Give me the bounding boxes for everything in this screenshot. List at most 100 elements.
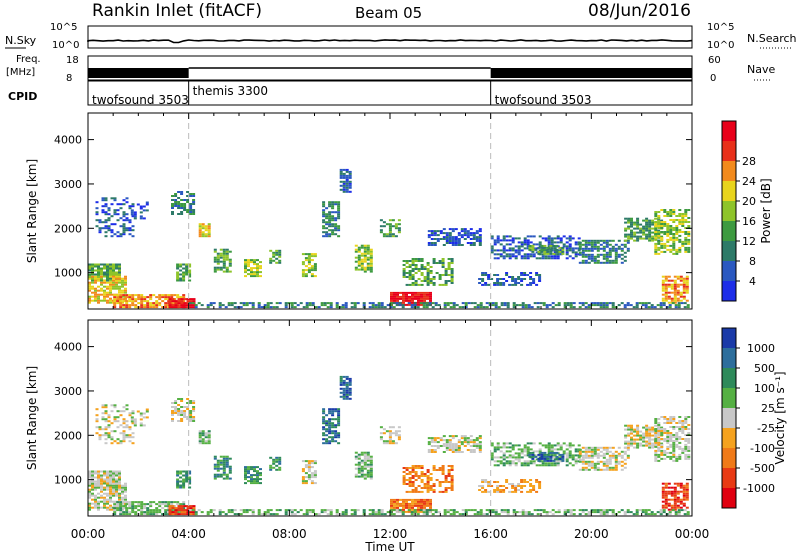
velocity-cell: [505, 487, 509, 489]
power-cell: [593, 259, 597, 262]
velocity-cell: [405, 473, 409, 475]
power-cell: [667, 295, 671, 298]
power-cell: [555, 250, 559, 253]
velocity-cell: [186, 505, 190, 508]
velocity-cell: [125, 513, 129, 516]
velocity-cell: [88, 492, 91, 495]
velocity-cell: [426, 490, 430, 493]
velocity-cell: [423, 506, 426, 509]
velocity-cell: [331, 438, 335, 441]
velocity-cell: [587, 468, 591, 471]
velocity-cell: [553, 448, 557, 451]
power-cell: [339, 184, 343, 187]
power-cell: [188, 263, 192, 266]
velocity-cell: [657, 424, 661, 426]
power-cell: [542, 304, 546, 307]
velocity-cell: [110, 404, 114, 407]
power-cell: [657, 236, 661, 239]
power-cell: [599, 243, 603, 246]
velocity-cell: [672, 426, 676, 428]
velocity-cell: [366, 463, 370, 466]
velocity-cell: [94, 470, 97, 473]
power-cell: [654, 229, 658, 231]
power-cell: [342, 188, 346, 191]
power-cell: [112, 275, 115, 278]
velocity-cell: [115, 484, 118, 487]
power-cell: [417, 278, 421, 280]
power-cell: [670, 299, 674, 302]
power-cell: [253, 273, 256, 276]
power-cell: [230, 302, 234, 305]
velocity-cell: [186, 402, 190, 404]
power-cell: [520, 249, 524, 252]
power-cell: [562, 245, 566, 248]
power-cell: [481, 278, 485, 280]
power-cell: [171, 199, 174, 201]
power-cell: [466, 236, 470, 239]
power-cell: [206, 306, 210, 309]
power-cell: [636, 225, 640, 228]
power-cell: [614, 253, 618, 256]
velocity-cell: [517, 460, 521, 463]
power-cell: [304, 275, 308, 278]
velocity-cell: [222, 467, 226, 470]
velocity-cell: [337, 432, 341, 435]
power-cell: [645, 227, 649, 230]
power-cell: [338, 306, 342, 309]
velocity-cell: [348, 383, 352, 386]
power-cell: [402, 276, 406, 278]
power-cell: [395, 302, 399, 305]
power-cell: [523, 255, 527, 258]
velocity-cell: [397, 438, 401, 441]
velocity-cell: [657, 434, 661, 436]
power-cell: [390, 297, 393, 300]
power-cell: [502, 247, 506, 250]
velocity-cell: [671, 509, 675, 512]
velocity-cell: [331, 418, 335, 421]
velocity-cell: [657, 453, 661, 456]
velocity-cell: [104, 428, 108, 431]
power-cell: [446, 304, 450, 307]
velocity-cell: [103, 478, 106, 481]
velocity-cell: [158, 503, 162, 506]
power-cell: [382, 235, 386, 238]
velocity-cell: [328, 422, 332, 425]
power-cell: [339, 180, 343, 183]
power-cell: [620, 302, 624, 305]
velocity-cell: [411, 490, 415, 493]
power-cell: [130, 209, 134, 212]
power-cell: [626, 302, 630, 305]
power-cell: [663, 231, 667, 233]
power-cell: [685, 285, 689, 288]
power-cell: [657, 227, 661, 229]
velocity-cell: [393, 504, 396, 507]
velocity-cell: [535, 454, 539, 457]
power-cell: [91, 273, 94, 276]
velocity-cell: [672, 451, 676, 454]
power-cell: [398, 304, 402, 307]
power-cell: [140, 300, 144, 303]
velocity-cell: [339, 377, 343, 380]
velocity-cell: [104, 426, 108, 429]
power-cell: [357, 268, 361, 271]
power-cell: [684, 211, 688, 213]
power-cell: [521, 304, 525, 307]
power-cell: [505, 249, 509, 252]
velocity-cell: [675, 436, 679, 438]
velocity-cell: [170, 501, 174, 504]
power-cell: [115, 275, 118, 278]
power-cell: [523, 274, 527, 276]
velocity-cell: [538, 481, 542, 483]
power-cell: [556, 237, 560, 240]
velocity-cell: [648, 430, 652, 433]
velocity-cell: [348, 381, 352, 384]
velocity-cell: [584, 509, 588, 512]
power-cell: [128, 207, 132, 210]
velocity-cell: [363, 475, 367, 478]
power-cell: [177, 298, 181, 301]
velocity-cell: [611, 446, 615, 449]
velocity-cell: [350, 513, 354, 516]
power-cell: [533, 302, 537, 305]
velocity-cell: [679, 486, 683, 489]
power-cell: [390, 291, 393, 294]
